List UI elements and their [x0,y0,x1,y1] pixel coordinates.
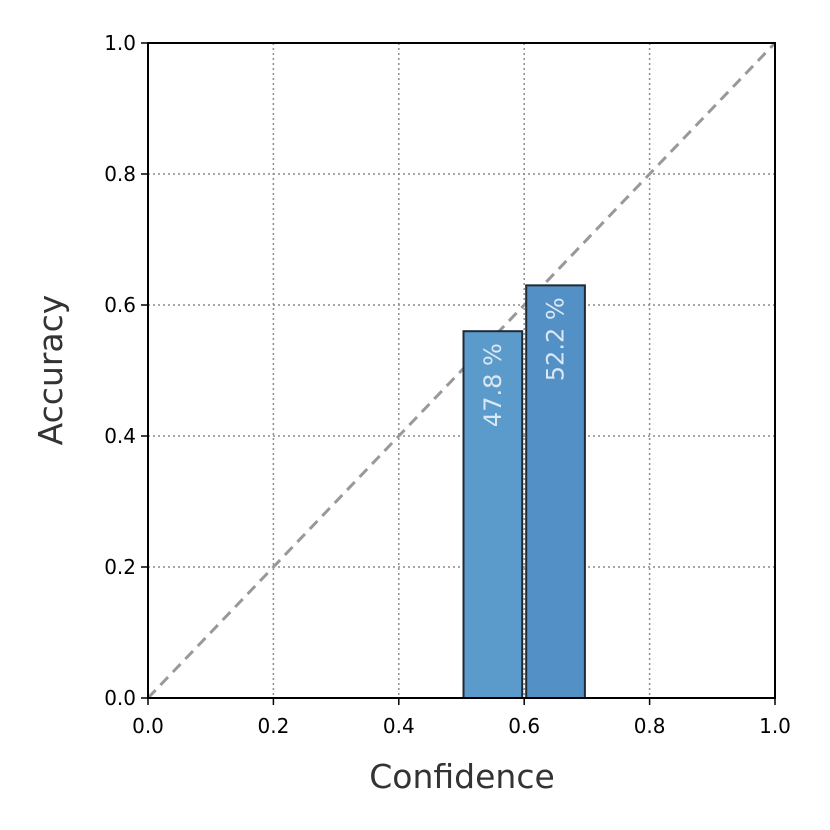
x-tick-label: 0.4 [383,714,415,738]
perfect-calibration-line [146,41,777,700]
bar-1-label: 47.8 % [479,343,507,427]
y-tick-label: 0.6 [104,293,136,317]
x-axis-title: Confidence [369,757,555,796]
x-tick-label: 0.6 [508,714,540,738]
x-tick-label: 0.2 [257,714,289,738]
x-axis-ticks: 0.0 0.2 0.4 0.6 0.8 1.0 [132,698,791,738]
x-tick-label: 1.0 [759,714,791,738]
y-tick-label: 1.0 [104,31,136,55]
bar-1 [462,330,524,699]
y-axis-ticks: 0.0 0.2 0.4 0.6 0.8 1.0 [104,31,148,710]
plot-frame [147,42,776,699]
y-tick-label: 0.4 [104,424,136,448]
x-tick-label: 0.8 [634,714,666,738]
bar-2-label: 52.2 % [542,297,570,381]
bars: 47.8 % 52.2 % [462,284,586,699]
y-tick-label: 0.2 [104,555,136,579]
y-tick-label: 0.8 [104,162,136,186]
y-axis-title: Accuracy [31,295,70,446]
x-tick-label: 0.0 [132,714,164,738]
y-tick-label: 0.0 [104,686,136,710]
bar-2 [525,284,586,699]
